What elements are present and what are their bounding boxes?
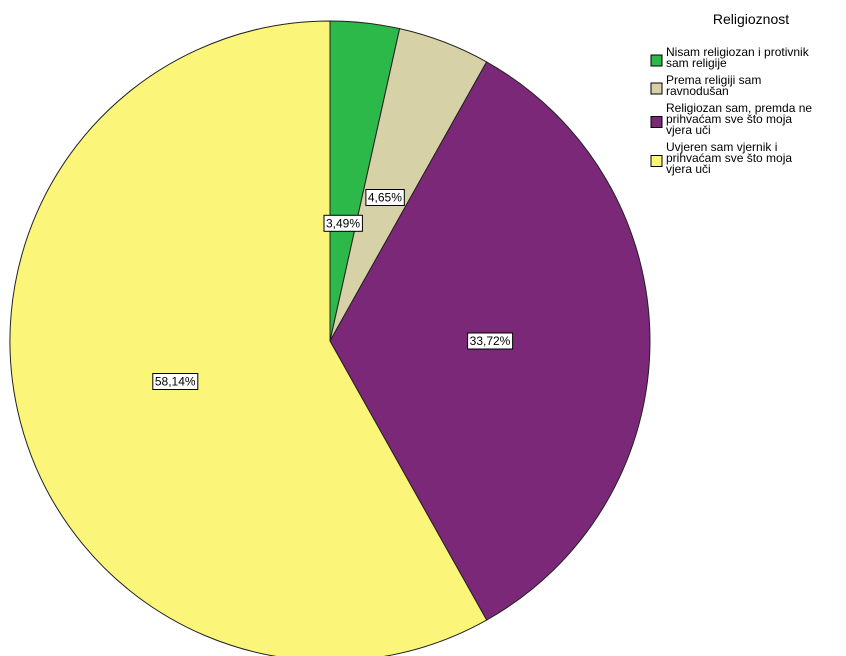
pie-data-labels: 3,49% 4,65% 33,72% 58,14% (152, 189, 514, 390)
value-label-text: 33,72% (470, 334, 511, 348)
slice-value-label: 58,14% (152, 373, 199, 390)
pie-slice (9, 20, 488, 656)
value-label-box (467, 332, 514, 350)
legend-swatch (650, 54, 663, 67)
value-label-text: 3,49% (326, 216, 360, 230)
value-label-box (152, 373, 199, 390)
slice-value-label: 33,72% (467, 332, 514, 350)
legend-label: vjera uči (666, 162, 711, 176)
value-label-box (323, 214, 363, 232)
legend-label: Uvjeren sam vjernik i (666, 140, 777, 154)
legend-label: Religiozan sam, premda ne (666, 101, 812, 115)
legend-label: sam religije (666, 56, 727, 70)
legend-swatch (650, 116, 663, 128)
legend-label: ravnodušan (666, 84, 729, 98)
value-label-box (365, 189, 405, 206)
pie-slices (9, 20, 651, 656)
legend-title: Religioznost (713, 11, 789, 27)
legend-label: Nisam religiozan i protivnik (666, 45, 810, 59)
value-label-text: 4,65% (368, 191, 402, 205)
value-label-text: 58,14% (155, 375, 196, 389)
legend-label: Prema religiji sam (666, 73, 761, 87)
slice-value-label: 3,49% (323, 214, 363, 232)
legend-label: prihvaćam sve što moja (666, 151, 792, 165)
legend: Religioznost Nisam religiozan i protivni… (650, 11, 812, 176)
slice-value-label: 4,65% (365, 189, 405, 206)
legend-swatch (650, 82, 663, 95)
legend-label: prihvaćam sve što moja (666, 112, 792, 126)
legend-swatch (650, 155, 663, 167)
legend-label: vjera uči (666, 123, 711, 137)
